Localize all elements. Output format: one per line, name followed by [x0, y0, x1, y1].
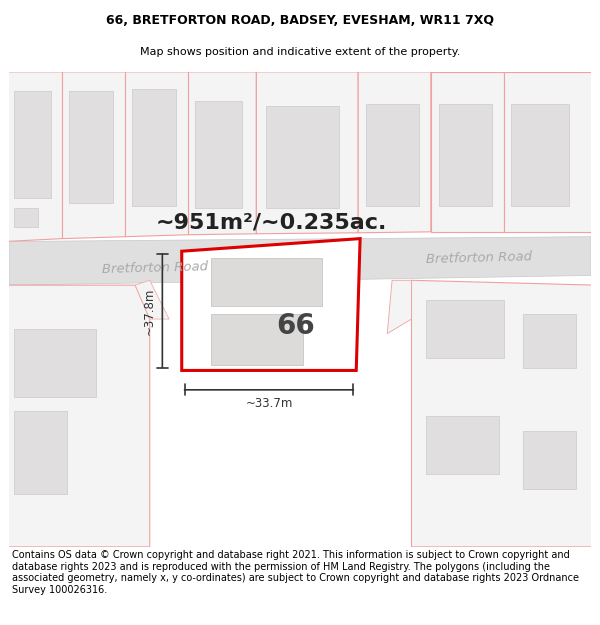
Bar — [14, 329, 97, 397]
Bar — [14, 208, 38, 227]
Text: ~33.7m: ~33.7m — [245, 397, 293, 410]
Polygon shape — [387, 280, 412, 334]
Polygon shape — [9, 237, 591, 285]
Bar — [426, 299, 503, 358]
Bar — [523, 431, 576, 489]
Polygon shape — [4, 72, 62, 241]
Polygon shape — [182, 239, 360, 371]
Text: 66: 66 — [276, 312, 314, 340]
Bar — [366, 104, 419, 206]
Text: Bretforton Road: Bretforton Road — [426, 250, 532, 266]
Polygon shape — [431, 72, 503, 232]
Polygon shape — [62, 72, 125, 239]
Bar — [132, 89, 176, 206]
Text: Contains OS data © Crown copyright and database right 2021. This information is : Contains OS data © Crown copyright and d… — [12, 550, 579, 595]
Polygon shape — [256, 72, 358, 234]
Bar — [211, 258, 322, 306]
Polygon shape — [4, 285, 150, 547]
Polygon shape — [188, 72, 256, 235]
Text: Map shows position and indicative extent of the property.: Map shows position and indicative extent… — [140, 47, 460, 57]
Bar — [523, 314, 576, 368]
Polygon shape — [503, 72, 596, 232]
Polygon shape — [358, 72, 431, 232]
Polygon shape — [125, 72, 188, 237]
Polygon shape — [135, 280, 169, 319]
Bar — [196, 101, 242, 208]
Polygon shape — [412, 280, 596, 547]
Text: Bretforton Road: Bretforton Road — [101, 260, 208, 276]
Bar — [211, 314, 303, 364]
Bar — [439, 104, 492, 206]
Bar — [14, 91, 51, 198]
Text: ~951m²/~0.235ac.: ~951m²/~0.235ac. — [155, 212, 386, 232]
Bar — [69, 91, 113, 202]
Bar — [14, 411, 67, 494]
Bar — [266, 106, 339, 208]
Text: ~37.8m: ~37.8m — [142, 287, 155, 334]
Text: 66, BRETFORTON ROAD, BADSEY, EVESHAM, WR11 7XQ: 66, BRETFORTON ROAD, BADSEY, EVESHAM, WR… — [106, 14, 494, 27]
Bar — [426, 416, 499, 474]
Bar — [511, 104, 569, 206]
